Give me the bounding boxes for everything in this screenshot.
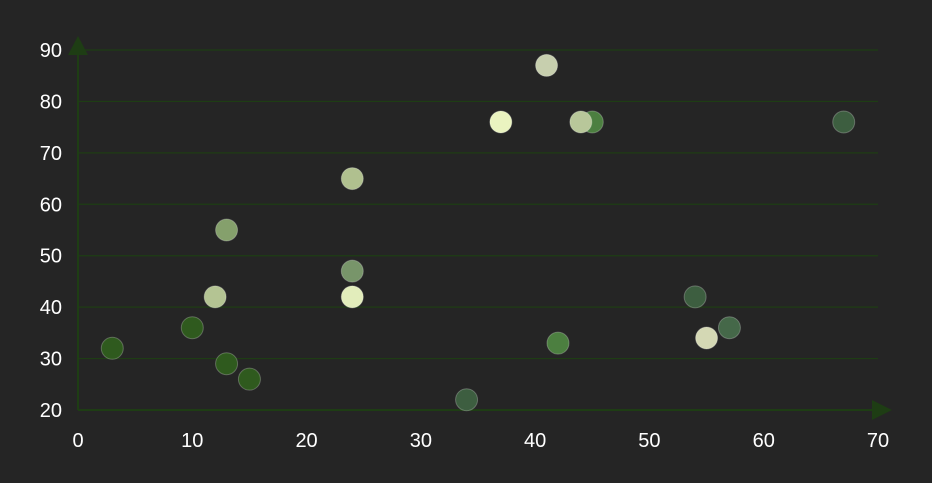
data-point-3	[215, 352, 239, 376]
x-tick-label-70: 70	[867, 430, 889, 452]
y-tick-label-30: 30	[40, 349, 62, 371]
y-tick-label-80: 80	[40, 91, 62, 113]
x-tick-label-50: 50	[638, 430, 660, 452]
y-tick-label-90: 90	[40, 40, 62, 62]
data-point-9	[455, 388, 479, 412]
data-point-14	[569, 110, 593, 134]
data-point-6	[340, 167, 364, 191]
data-point-0	[100, 336, 124, 360]
x-tick-label-0: 0	[72, 430, 83, 452]
data-point-17	[717, 316, 741, 340]
axes	[68, 36, 892, 420]
data-point-5	[237, 367, 261, 391]
data-point-10	[489, 110, 513, 134]
x-tick-label-20: 20	[295, 430, 317, 452]
data-points	[100, 53, 856, 412]
x-tick-label-10: 10	[181, 430, 203, 452]
x-axis-arrow	[872, 400, 892, 420]
y-tick-label-40: 40	[40, 297, 62, 319]
tick-labels: 20 30 40 50 60 70 80 90 0 10 20 30 40 50 60 70	[40, 40, 889, 452]
x-tick-label-60: 60	[753, 430, 775, 452]
gridlines	[78, 49, 878, 360]
x-tick-label-30: 30	[410, 430, 432, 452]
data-point-2	[203, 285, 227, 309]
y-axis-arrow	[68, 36, 88, 55]
data-point-4	[215, 218, 239, 242]
y-tick-label-50: 50	[40, 246, 62, 268]
y-tick-label-60: 60	[40, 194, 62, 216]
data-point-15	[683, 285, 707, 309]
data-point-16	[695, 326, 719, 350]
y-tick-label-20: 20	[40, 400, 62, 422]
data-point-7	[340, 259, 364, 283]
data-point-18	[832, 110, 856, 134]
data-point-1	[180, 316, 204, 340]
x-tick-label-40: 40	[524, 430, 546, 452]
y-tick-label-70: 70	[40, 143, 62, 165]
data-point-8	[340, 285, 364, 309]
data-point-12	[546, 331, 570, 355]
data-point-11	[535, 53, 559, 77]
